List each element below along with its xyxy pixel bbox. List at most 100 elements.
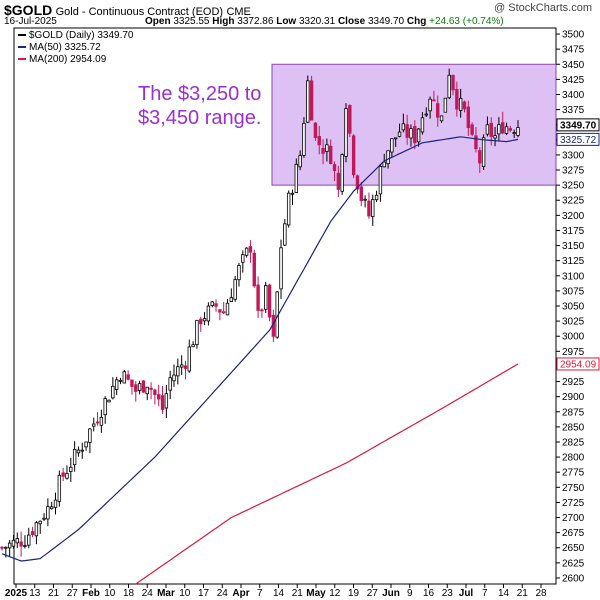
candle <box>164 385 169 418</box>
candle <box>137 380 142 395</box>
y-tick-label: 3475 <box>562 45 585 56</box>
candle-body <box>325 144 329 152</box>
x-tick-label: 12 <box>329 588 341 599</box>
candle <box>0 546 4 551</box>
legend-ma200-label: MA(200) 2954.09 <box>29 54 107 65</box>
candle-body <box>153 389 157 396</box>
candle-body <box>497 124 501 135</box>
candle-body <box>57 474 62 502</box>
candle <box>157 384 161 407</box>
candle-body <box>306 80 310 123</box>
candle <box>84 441 88 451</box>
y-tick-label: 3050 <box>562 302 585 313</box>
candle <box>65 465 69 480</box>
candle <box>69 457 73 483</box>
y-tick-label: 2900 <box>562 392 585 403</box>
candle-body <box>187 346 191 372</box>
symbol: $GOLD <box>4 2 53 18</box>
candle <box>111 377 115 400</box>
high-label: High <box>212 16 235 27</box>
low-value: 3320.31 <box>299 16 336 27</box>
candle-body <box>283 223 287 246</box>
candle-body <box>92 423 96 427</box>
y-tick-label: 3225 <box>562 196 585 207</box>
candle <box>30 526 35 538</box>
candle-body <box>439 115 444 122</box>
candle-body <box>267 284 272 318</box>
candle-body <box>298 155 302 168</box>
legend-ma50-label: MA(50) 3325.72 <box>29 42 101 53</box>
y-tick-label: 3075 <box>562 286 585 297</box>
y-tick-label: 2725 <box>562 498 585 509</box>
candle-body <box>409 128 413 139</box>
candle <box>325 138 329 162</box>
candle-body <box>199 318 203 325</box>
x-tick-label: Feb <box>82 588 100 599</box>
candle <box>153 388 157 405</box>
candle <box>168 370 172 400</box>
y-tick-label: 3500 <box>562 30 585 41</box>
y-tick-label: 3300 <box>562 150 585 161</box>
candle-body <box>512 132 516 134</box>
candle-body <box>244 247 249 256</box>
candle-body <box>65 473 69 479</box>
candle <box>145 386 149 401</box>
candle <box>432 90 436 102</box>
candle-body <box>393 137 398 140</box>
x-tick-label: 17 <box>198 588 210 599</box>
candle <box>332 161 337 181</box>
candle <box>321 139 325 165</box>
candle-body <box>474 135 478 150</box>
candle <box>466 100 471 137</box>
candle-body <box>69 466 73 472</box>
candle <box>88 427 92 454</box>
candle <box>451 74 455 96</box>
candle-body <box>378 166 383 195</box>
y-tick-label: 2800 <box>562 453 585 464</box>
candle <box>241 250 245 273</box>
ohlc-summary: Open 3325.55 High 3372.86 Low 3320.31 Cl… <box>145 16 504 27</box>
candle-body <box>508 128 513 131</box>
candle <box>114 376 119 395</box>
candle-body <box>374 194 379 201</box>
y-tick-label: 2750 <box>562 483 585 494</box>
candle-body <box>183 365 188 369</box>
x-tick-label: 9 <box>407 588 413 599</box>
candle-body <box>126 374 130 380</box>
candle-body <box>363 198 367 201</box>
candle-body <box>493 135 497 139</box>
candle <box>130 379 134 395</box>
candle <box>122 369 127 384</box>
candle-body <box>332 164 337 172</box>
candle <box>252 249 256 288</box>
candle-body <box>179 364 184 368</box>
x-tick-label: 10 <box>179 588 191 599</box>
candle <box>309 75 314 121</box>
y-tick-label: 3175 <box>562 226 585 237</box>
candle-body <box>470 124 474 135</box>
quote-date: 16-Jul-2025 <box>4 16 57 27</box>
chg-label: Chg <box>406 16 427 27</box>
candle <box>57 470 62 507</box>
candle <box>493 126 497 147</box>
candle <box>409 124 413 147</box>
candle <box>416 128 421 147</box>
candle-body <box>42 517 46 520</box>
chg-value: +24.63 (+0.74%) <box>429 16 504 27</box>
candle-body <box>428 98 432 112</box>
candle <box>474 127 478 153</box>
y-tick-label: 3400 <box>562 90 585 101</box>
candle <box>504 122 509 136</box>
close-value: 3349.70 <box>367 16 405 27</box>
instrument-description: Gold - Continuous Contract (EOD) <box>55 6 224 18</box>
y-tick-label: 2925 <box>562 377 585 388</box>
candle <box>344 103 348 163</box>
candle <box>424 107 428 118</box>
y-tick-label: 2850 <box>562 422 585 433</box>
x-tick-label: 16 <box>423 588 435 599</box>
candle-body <box>202 318 207 322</box>
y-tick-label: 2700 <box>562 513 585 524</box>
stockcharts-watermark: @ StockCharts.com <box>494 2 592 14</box>
candle-body <box>195 319 199 345</box>
candle-body <box>504 126 509 134</box>
